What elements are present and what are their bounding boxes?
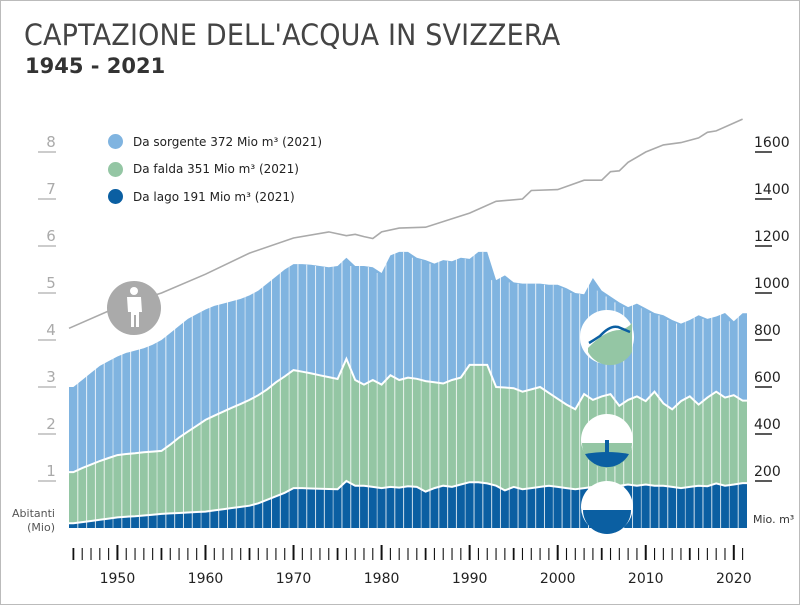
- area-lake: [69, 481, 747, 528]
- population-line: [68, 118, 743, 330]
- x-axis-label: 2010: [628, 571, 664, 587]
- left-axis-label: 7: [46, 180, 56, 198]
- legend-swatch-spring: [108, 134, 123, 150]
- x-axis-label: 1960: [188, 571, 224, 587]
- legend-swatch-lake: [108, 189, 123, 205]
- right-axis-label: 1200: [754, 229, 790, 245]
- chart-subtitle: 1945 - 2021: [25, 54, 166, 78]
- boundary-groundwater: [69, 356, 747, 474]
- right-axis-unit: Mio. m³: [753, 513, 794, 526]
- left-axis-label: 8: [46, 133, 56, 151]
- legend-label: Da falda 351 Mio m³ (2021): [133, 162, 299, 177]
- right-axis-label: 600: [754, 370, 781, 386]
- x-axis-label: 1970: [276, 571, 312, 587]
- right-axis-label: 200: [754, 464, 781, 480]
- legend-swatch-groundwater: [108, 161, 123, 177]
- legend-item-groundwater: Da falda 351 Mio m³ (2021): [108, 156, 322, 184]
- legend-item-spring: Da sorgente 372 Mio m³ (2021): [108, 128, 322, 156]
- x-axis-label: 2000: [540, 571, 576, 587]
- right-axis-label: 1400: [754, 182, 790, 198]
- lake-icon-water: [583, 510, 631, 534]
- left-axis-label: 2: [46, 415, 56, 433]
- x-axis-label: 1950: [100, 571, 136, 587]
- person-icon-body: [127, 297, 142, 327]
- left-axis-label: 3: [46, 368, 56, 386]
- spring-icon-hill: [588, 323, 632, 366]
- left-axis-title: (Mio): [27, 521, 55, 534]
- person-icon-head: [130, 287, 138, 295]
- x-axis-label: 1990: [452, 571, 488, 587]
- right-axis-label: 400: [754, 417, 781, 433]
- left-axis-title: Abitanti: [12, 507, 55, 520]
- boundary-lake: [69, 479, 747, 525]
- right-axis-label: 1000: [754, 276, 790, 292]
- groundwater-well-icon: [581, 414, 633, 468]
- groundwater-icon-water: [585, 452, 629, 468]
- x-axis-label: 1980: [364, 571, 400, 587]
- spring-icon: [580, 310, 634, 366]
- legend-item-lake: Da lago 191 Mio m³ (2021): [108, 183, 322, 211]
- spring-icon-water: [588, 325, 631, 345]
- groundwater-icon-pipe: [605, 440, 609, 454]
- person-icon: [107, 281, 161, 335]
- chart-title: CAPTAZIONE DELL'ACQUA IN SVIZZERA: [24, 18, 561, 52]
- lake-icon: [581, 481, 633, 534]
- legend: Da sorgente 372 Mio m³ (2021) Da falda 3…: [108, 128, 322, 211]
- left-axis-label: 4: [46, 321, 56, 339]
- right-axis-label: 1600: [754, 135, 790, 151]
- area-groundwater: [69, 358, 747, 528]
- left-axis-label: 5: [46, 274, 56, 292]
- right-axis-label: 800: [754, 323, 781, 339]
- x-axis-label: 2020: [716, 571, 752, 587]
- legend-label: Da sorgente 372 Mio m³ (2021): [133, 134, 323, 149]
- left-axis-label: 6: [46, 227, 56, 245]
- left-axis-label: 1: [46, 462, 56, 480]
- legend-label: Da lago 191 Mio m³ (2021): [133, 189, 295, 204]
